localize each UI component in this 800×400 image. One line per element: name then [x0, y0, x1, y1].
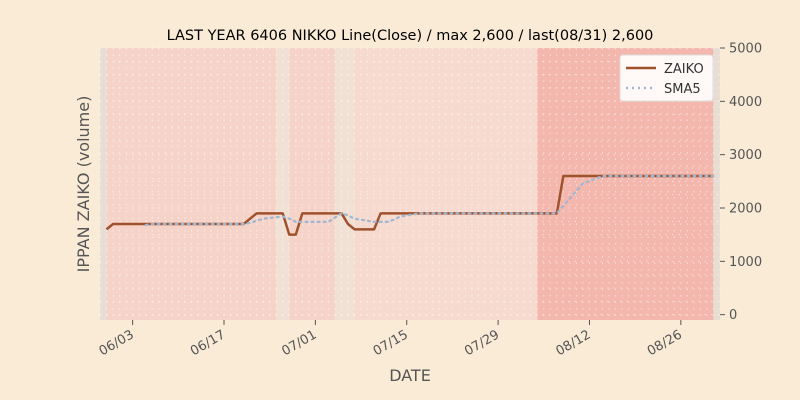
x-tick-label: 08/26: [645, 327, 685, 359]
y-tick-label: 5000: [729, 42, 762, 57]
y-tick-label: 4000: [729, 95, 762, 110]
legend-label-sma5: SMA5: [664, 82, 701, 97]
y-tick-label: 3000: [729, 148, 762, 163]
shaded-region-7: [713, 48, 720, 320]
legend: ZAIKO SMA5: [619, 54, 714, 102]
shaded-region-0: [100, 48, 107, 320]
x-tick-label: 07/29: [462, 327, 502, 359]
y-axis: 0 1000 2000 3000 4000 5000: [720, 42, 762, 323]
shaded-region-3: [289, 48, 335, 320]
chart-title: LAST YEAR 6406 NIKKO Line(Close) / max 2…: [167, 28, 654, 44]
x-tick-label: 08/12: [554, 327, 594, 359]
x-tick-label: 07/01: [279, 327, 319, 359]
x-tick-label: 06/03: [97, 327, 137, 359]
y-tick-label: 0: [729, 308, 737, 323]
y-axis-label: IPPAN ZAIKO (volume): [74, 96, 93, 273]
x-tick-label: 07/15: [371, 327, 411, 359]
legend-label-zaiko: ZAIKO: [664, 62, 704, 77]
series-group: [105, 174, 715, 236]
legend-box: [619, 54, 714, 102]
shaded-region-1: [106, 48, 277, 320]
y-tick-label: 2000: [729, 202, 762, 217]
shaded-region-5: [354, 48, 538, 320]
shaded-region-2: [276, 48, 290, 320]
x-axis-label: DATE: [389, 366, 431, 385]
x-axis: 06/03 06/17 07/01 07/15 07/29 08/12 08/26: [97, 320, 685, 359]
y-tick-label: 1000: [729, 255, 762, 270]
x-tick-label: 06/17: [188, 327, 228, 359]
shaded-region-4: [334, 48, 355, 320]
